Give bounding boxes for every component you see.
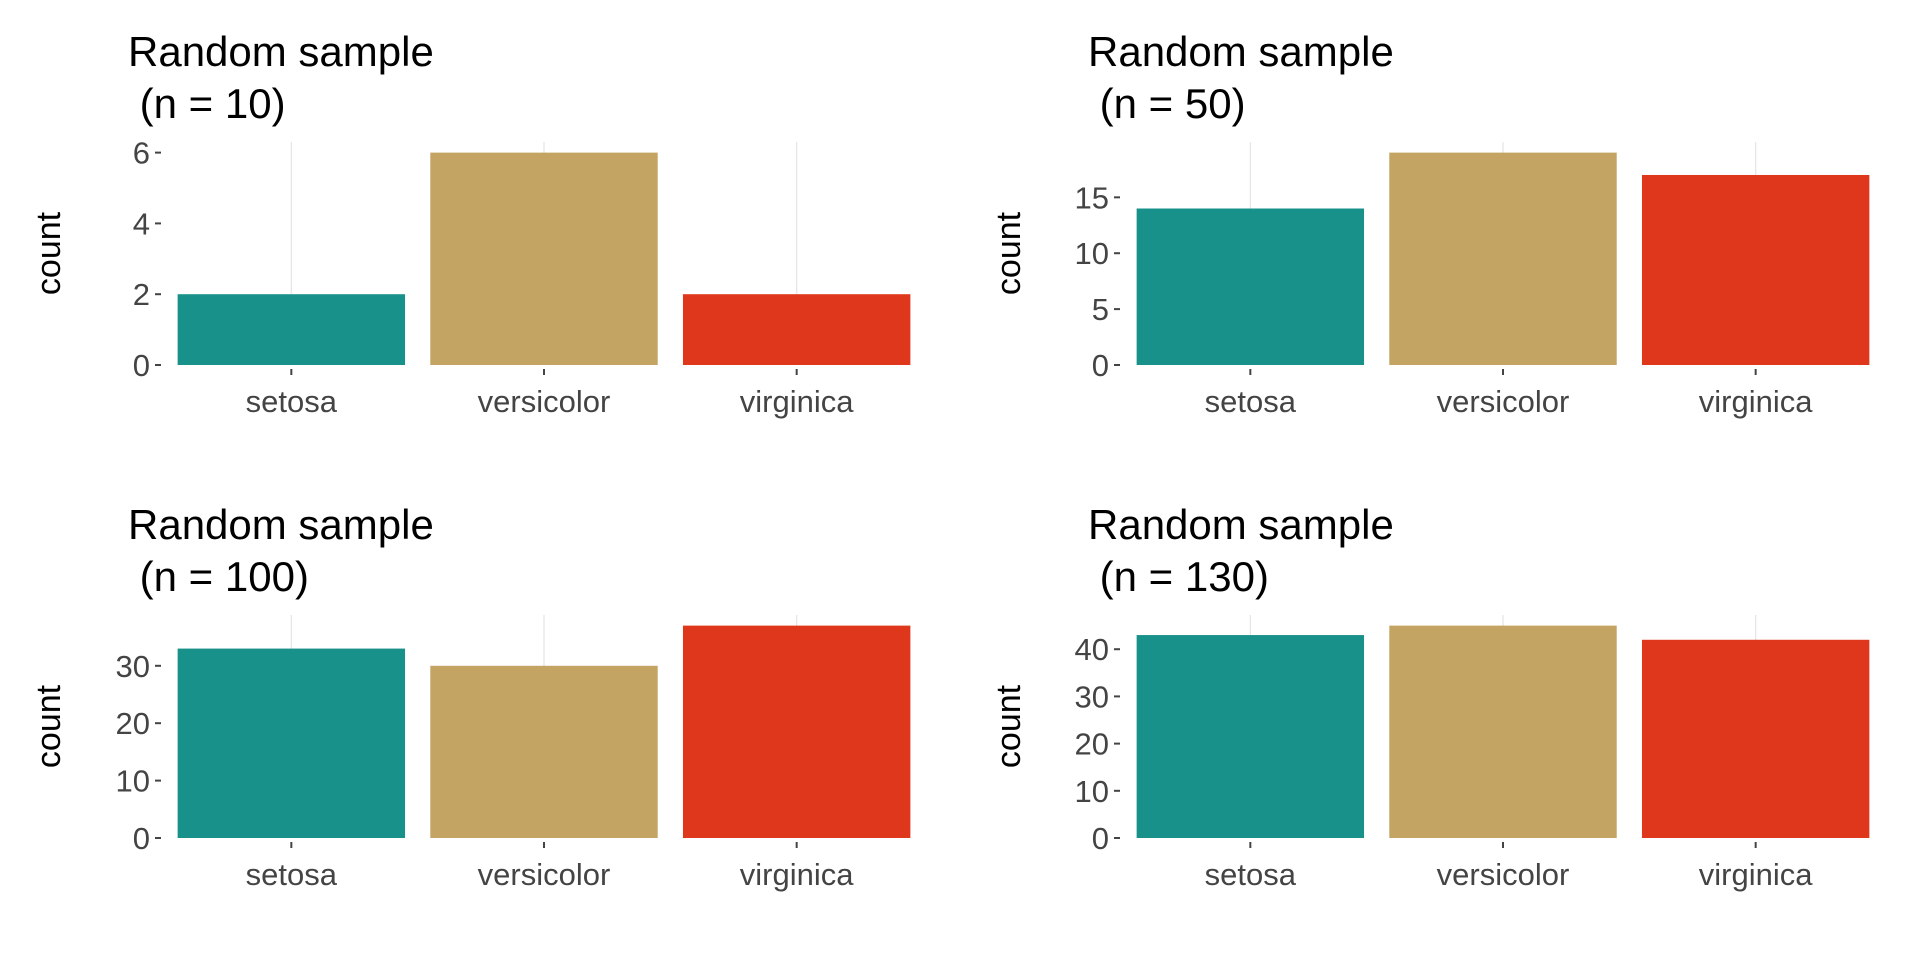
bar-setosa [1136,208,1365,365]
panel-title-line: Random sample [1088,28,1394,75]
x-tick-label: versicolor [478,384,611,419]
panel-title: Random sample (n = 10) [128,28,434,127]
y-tick-label: 10 [116,764,150,799]
y-tick-label: 0 [133,821,150,856]
bar-setosa [177,294,406,365]
x-tick-label: setosa [1205,384,1297,419]
panel-title-line: Random sample [128,28,434,75]
y-tick-label: 30 [1075,679,1109,714]
x-tick-label: virginica [1699,857,1813,892]
bar-setosa [1136,635,1365,838]
y-tick-label: 10 [1075,236,1109,271]
bar-versicolor [430,665,658,838]
y-tick-label: 30 [116,649,150,684]
panel-title: Random sample (n = 130) [1088,501,1394,600]
panel-title-line: (n = 10) [128,80,286,127]
x-tick-label: setosa [1205,857,1297,892]
x-tick-label: versicolor [1437,384,1570,419]
x-tick-label: setosa [246,384,338,419]
bar-setosa [177,648,406,838]
chart-panel-2: Random sample (n = 50) 0 5 10 15 setosa versic… [990,28,1870,419]
y-tick-label: 0 [133,348,150,383]
panel-title-line: (n = 50) [1088,80,1246,127]
y-axis-label: count [990,684,1028,768]
bar-virginica [1641,174,1870,365]
y-tick-label: 6 [133,136,150,171]
x-tick-label: setosa [246,857,338,892]
x-tick-label: versicolor [478,857,611,892]
x-tick-label: virginica [740,384,854,419]
y-tick-label: 0 [1092,821,1109,856]
chart-panel-4: Random sample (n = 130) 0 10 20 30 40 setosa ve… [990,501,1870,892]
panel-title-line: Random sample [128,501,434,548]
y-tick-label: 10 [1075,774,1109,809]
y-tick-label: 5 [1092,292,1109,327]
y-tick-label: 20 [116,706,150,741]
y-tick-label: 2 [133,277,150,312]
panel-title-line: (n = 130) [1088,553,1269,600]
bar-versicolor [1389,152,1617,365]
x-tick-label: virginica [1699,384,1813,419]
bar-virginica [682,294,911,365]
y-axis-label: count [30,211,68,295]
y-axis-label: count [30,684,68,768]
bar-versicolor [430,152,658,365]
x-tick-label: virginica [740,857,854,892]
y-tick-label: 0 [1092,348,1109,383]
panel-title-line: (n = 100) [128,553,309,600]
x-tick-label: versicolor [1437,857,1570,892]
bar-virginica [1641,639,1870,838]
bar-versicolor [1389,625,1617,838]
y-axis-label: count [990,211,1028,295]
y-tick-label: 20 [1075,727,1109,762]
panel-title: Random sample (n = 100) [128,501,434,600]
chart-panel-3: Random sample (n = 100) 0 10 20 30 setosa vers… [30,501,911,892]
chart-panel-1: Random sample (n = 10) 0 2 4 6 setosa versicol… [30,28,911,419]
y-tick-label: 40 [1075,632,1109,667]
panel-title-line: Random sample [1088,501,1394,548]
y-tick-label: 15 [1075,180,1109,215]
panel-title: Random sample (n = 50) [1088,28,1394,127]
bar-virginica [682,625,911,838]
y-tick-label: 4 [133,206,150,241]
